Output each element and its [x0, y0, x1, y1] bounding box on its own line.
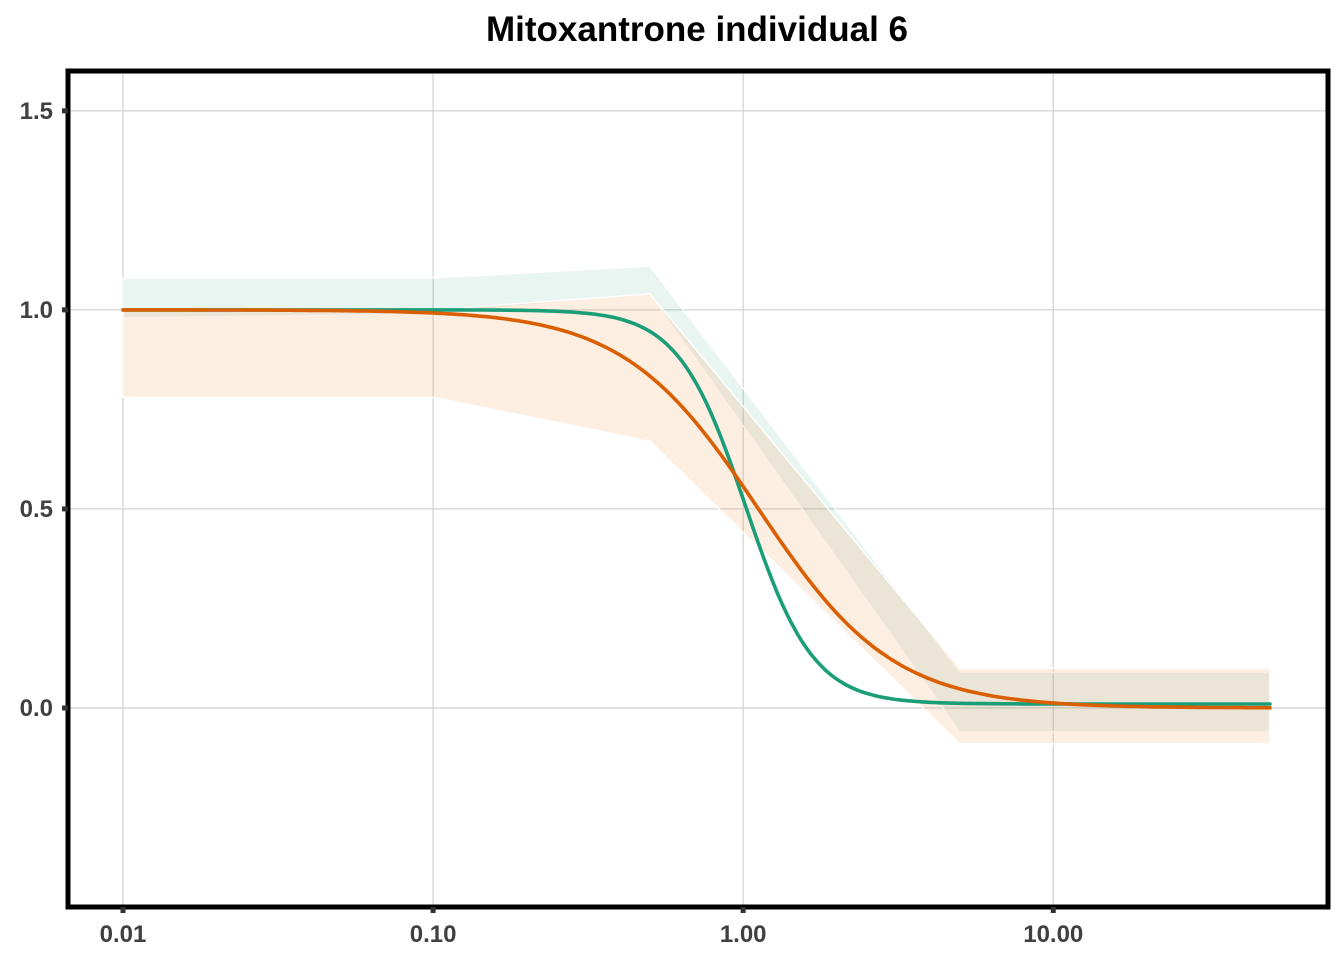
- plot-frame: [65, 68, 1331, 910]
- x-tick-label: 0.10: [410, 921, 457, 948]
- fitted-curve-2: [121, 308, 1272, 710]
- line-layer: [121, 308, 1272, 710]
- y-tick-label: 1.0: [20, 297, 53, 324]
- chart-title: Mitoxantrone individual 6: [486, 10, 908, 49]
- tick-layer: 0.01 0.10 1.00 10.00 0.0 0.5 1.0 1.5: [20, 98, 1084, 948]
- y-tick-label: 0.0: [20, 695, 53, 722]
- x-tick-label: 10.00: [1023, 921, 1083, 948]
- x-tick-label: 1.00: [720, 921, 767, 948]
- confidence-band-2: [122, 293, 1271, 745]
- y-tick-label: 1.5: [20, 98, 53, 125]
- band-layer: [122, 265, 1271, 745]
- x-tick-label: 0.01: [100, 921, 147, 948]
- y-tick-label: 0.5: [20, 496, 53, 523]
